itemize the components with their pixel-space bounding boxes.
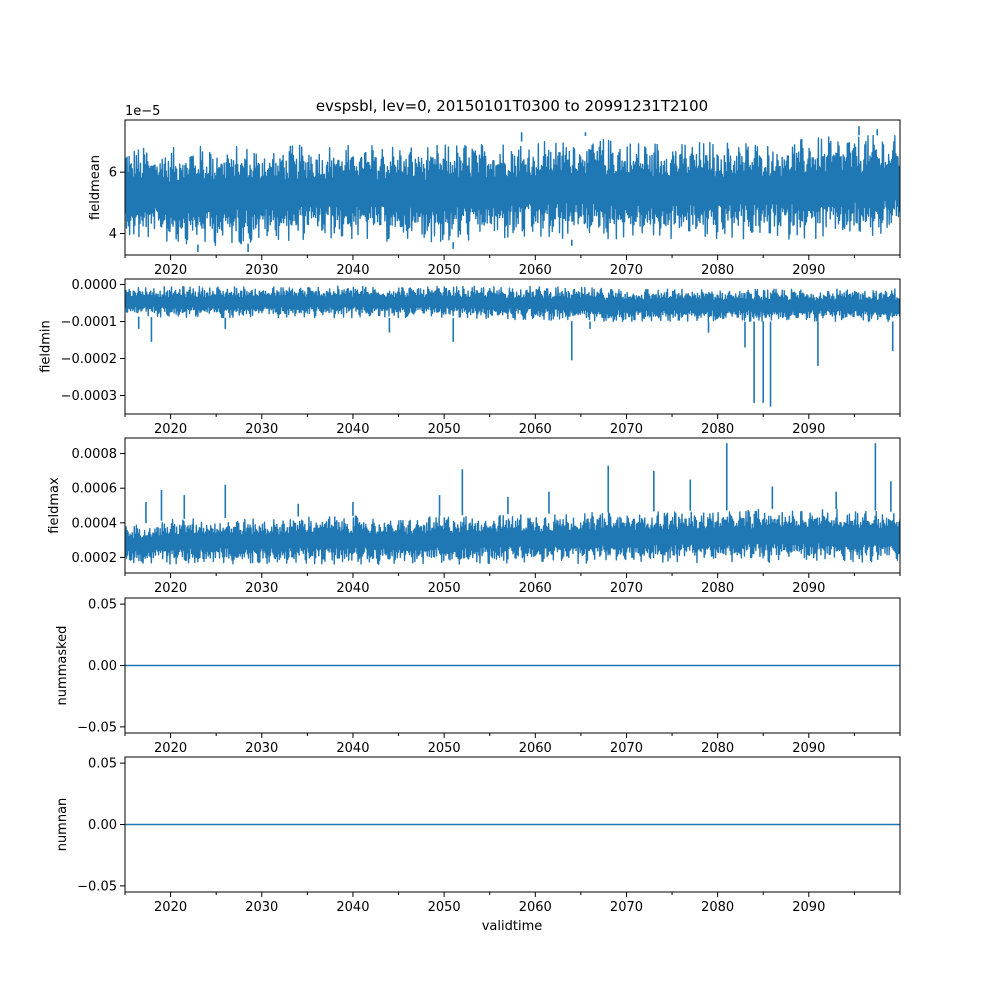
y-axis-label-fieldmin: fieldmin <box>39 320 54 373</box>
y-tick-label: −0.0001 <box>61 315 117 330</box>
x-tick-label: 2040 <box>336 900 369 915</box>
x-tick-label: 2060 <box>519 422 552 437</box>
plot-area-fieldmin <box>125 285 900 407</box>
x-tick-label: 2080 <box>701 900 734 915</box>
y-tick-label: −0.0002 <box>61 352 117 367</box>
y-tick-label: 0.0008 <box>72 447 118 462</box>
x-tick-label: 2090 <box>792 422 825 437</box>
series-line-fieldmax <box>125 508 900 565</box>
series-line-fieldmean <box>125 134 900 246</box>
y-offset-text: 1e−5 <box>125 104 160 119</box>
x-tick-label: 2040 <box>336 263 369 278</box>
y-axis-label-numnan: numnan <box>55 798 70 852</box>
y-tick-label: 0.0002 <box>72 551 118 566</box>
y-tick-label: −0.0003 <box>61 389 117 404</box>
subplot-fieldmean: 2020 2030 2040 2050 2060 2070 2080 2090 4 6 fieldm… <box>88 104 901 278</box>
x-tick-label: 2060 <box>519 263 552 278</box>
x-tick-label: 2050 <box>428 263 461 278</box>
subplot-fieldmax: 2020 2030 2040 2050 2060 2070 2080 2090 0.0002 0.… <box>47 437 901 596</box>
x-tick-label: 2020 <box>154 422 187 437</box>
x-tick-label: 2050 <box>428 741 461 756</box>
x-tick-label: 2030 <box>245 422 278 437</box>
x-tick-label: 2020 <box>154 900 187 915</box>
y-tick-label: 6 <box>109 166 117 181</box>
y-tick-label: 4 <box>109 227 117 242</box>
x-tick-label: 2090 <box>792 900 825 915</box>
subplot-fieldmin: 2020 2030 2040 2050 2060 2070 2080 2090 0.0000 −0… <box>39 278 901 437</box>
x-tick-label: 2080 <box>701 263 734 278</box>
y-axis-label-fieldmean: fieldmean <box>88 155 103 220</box>
y-tick-label: 0.00 <box>88 659 117 674</box>
x-tick-label: 2020 <box>154 263 187 278</box>
y-tick-label: −0.05 <box>77 879 117 894</box>
x-tick-label: 2040 <box>336 741 369 756</box>
x-tick-label: 2020 <box>154 581 187 596</box>
subplot-numnan: 2020 2030 2040 2050 2060 2070 2080 2090 0.05 0.00… <box>55 756 901 915</box>
x-tick-label: 2030 <box>245 581 278 596</box>
x-tick-label: 2020 <box>154 741 187 756</box>
x-tick-label: 2030 <box>245 741 278 756</box>
x-tick-label: 2050 <box>428 900 461 915</box>
y-tick-label: 0.0004 <box>72 516 118 531</box>
x-tick-label: 2090 <box>792 263 825 278</box>
x-tick-label: 2040 <box>336 581 369 596</box>
x-tick-label: 2060 <box>519 581 552 596</box>
x-axis-label: validtime <box>482 919 543 934</box>
subplot-nummasked: 2020 2030 2040 2050 2060 2070 2080 2090 0.05 0.00… <box>55 597 901 756</box>
x-tick-label: 2070 <box>610 900 643 915</box>
axes-frame-fieldmax <box>124 437 901 574</box>
y-axis-label-fieldmax: fieldmax <box>47 477 62 534</box>
x-tick-label: 2040 <box>336 422 369 437</box>
chart-title: evspsbl, lev=0, 20150101T0300 to 2099123… <box>316 97 708 115</box>
plot-area-fieldmax <box>125 443 900 565</box>
plot-area-fieldmean <box>125 126 900 252</box>
y-tick-label: −0.05 <box>77 720 117 735</box>
x-tick-label: 2090 <box>792 741 825 756</box>
axes-frame-fieldmean <box>124 119 901 256</box>
y-tick-label: 0.00 <box>88 818 117 833</box>
x-tick-label: 2050 <box>428 581 461 596</box>
x-tick-label: 2080 <box>701 581 734 596</box>
x-tick-label: 2090 <box>792 581 825 596</box>
y-axis-label-nummasked: nummasked <box>55 626 70 706</box>
y-tick-label: 0.05 <box>88 757 117 772</box>
x-tick-label: 2050 <box>428 422 461 437</box>
x-tick-label: 2060 <box>519 900 552 915</box>
x-tick-label: 2030 <box>245 900 278 915</box>
axes-frame-fieldmin <box>124 278 901 415</box>
x-tick-label: 2070 <box>610 263 643 278</box>
y-tick-label: 0.0000 <box>72 278 118 293</box>
y-tick-label: 0.0006 <box>72 482 118 497</box>
y-tick-label: 0.05 <box>88 598 117 613</box>
x-tick-label: 2060 <box>519 741 552 756</box>
x-tick-label: 2070 <box>610 581 643 596</box>
x-tick-label: 2070 <box>610 422 643 437</box>
x-tick-label: 2080 <box>701 741 734 756</box>
x-tick-label: 2080 <box>701 422 734 437</box>
x-tick-label: 2030 <box>245 263 278 278</box>
series-line-fieldmin <box>125 285 900 323</box>
x-tick-label: 2070 <box>610 741 643 756</box>
subplots: 2020 2030 2040 2050 2060 2070 2080 2090 4 6 fieldm… <box>39 104 901 915</box>
